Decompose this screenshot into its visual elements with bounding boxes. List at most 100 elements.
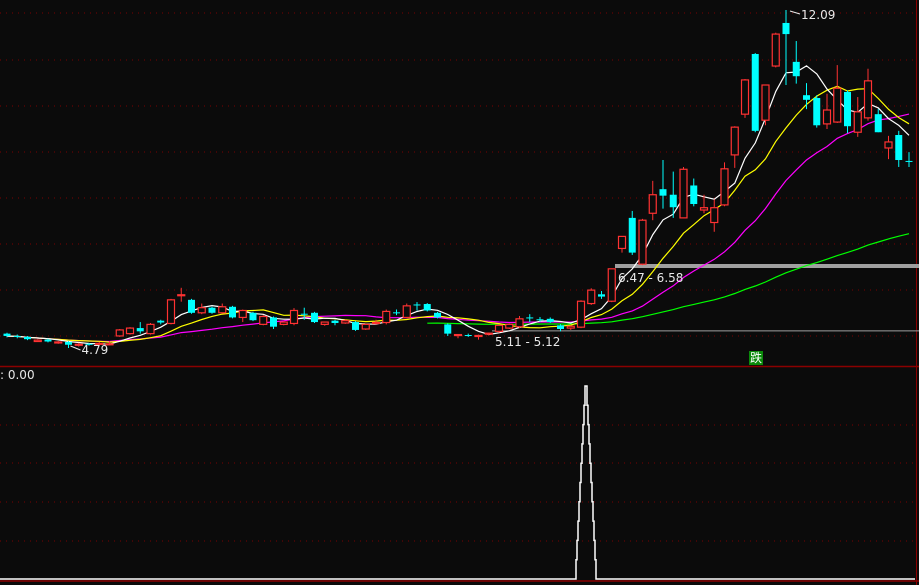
- candle-down: [300, 313, 308, 315]
- candle-up: [699, 207, 709, 211]
- candle-down: [136, 328, 144, 332]
- candle-up: [320, 321, 329, 325]
- upper-zone-label: 6.47 - 6.58: [618, 271, 683, 285]
- candle-up: [105, 343, 114, 346]
- candle-down: [423, 304, 431, 311]
- candle-down: [905, 160, 913, 162]
- indicator-spike-line: [0, 385, 915, 580]
- candle-down: [85, 343, 93, 345]
- candle-up: [166, 299, 176, 325]
- candle-up: [515, 318, 524, 328]
- candle-up: [730, 126, 739, 156]
- ma5-line: [6, 65, 910, 345]
- candle-down: [208, 307, 216, 313]
- low-arrow: [70, 345, 81, 351]
- candle-up: [54, 341, 63, 344]
- candle-up: [853, 111, 862, 133]
- candle-down: [751, 53, 759, 131]
- candle-down: [782, 22, 790, 35]
- candle-down: [3, 333, 11, 336]
- candle-down: [229, 306, 236, 318]
- high-price-label: 12.09: [801, 8, 835, 22]
- candle-up: [833, 87, 842, 123]
- candle-down: [65, 341, 72, 345]
- candle-up: [587, 289, 596, 305]
- candle-up: [505, 323, 514, 329]
- candle-up: [453, 333, 463, 337]
- candle-down: [557, 325, 564, 330]
- candle-up: [33, 339, 42, 343]
- high-arrow: [789, 10, 801, 15]
- candle-down: [690, 185, 698, 204]
- candle-down: [844, 91, 851, 127]
- candle-down: [813, 97, 821, 126]
- candle-down: [546, 318, 554, 323]
- candle-up: [576, 300, 586, 328]
- candle-down: [393, 312, 400, 314]
- candle-up: [146, 323, 155, 335]
- candle-down: [628, 217, 636, 253]
- ma20-line: [6, 113, 910, 343]
- candle-up: [648, 194, 657, 214]
- candle-up: [218, 306, 227, 314]
- candle-down: [434, 312, 441, 318]
- candle-down: [188, 299, 195, 313]
- candle-down: [792, 61, 800, 77]
- candle-up: [638, 219, 647, 265]
- candle-up: [474, 334, 483, 338]
- low-price-label: 4.79: [82, 343, 109, 357]
- candle-up: [720, 168, 729, 206]
- candle-down: [311, 312, 318, 323]
- candle-up: [197, 307, 206, 314]
- candle-down: [536, 319, 544, 321]
- candle-up: [177, 294, 186, 297]
- candle-up: [341, 320, 350, 324]
- candle-up: [361, 323, 370, 330]
- candle-down: [413, 304, 421, 306]
- candle-up: [279, 321, 288, 325]
- candle-down: [444, 324, 452, 334]
- candle-up: [566, 325, 575, 329]
- candle-down: [331, 320, 339, 323]
- candle-up: [740, 79, 750, 115]
- candle-down: [13, 335, 21, 337]
- candle-down: [157, 320, 165, 323]
- lower-zone-label: 5.11 - 5.12: [495, 335, 560, 349]
- indicator-value-label: : 0.00: [0, 368, 35, 382]
- candle-up: [371, 321, 381, 325]
- candle-up: [822, 109, 832, 125]
- ma10-line: [6, 85, 910, 343]
- candle-up: [484, 332, 493, 335]
- candle-down: [249, 312, 257, 321]
- candle-down: [669, 194, 677, 208]
- candle-down: [24, 336, 31, 340]
- candle-up: [289, 309, 299, 325]
- candle-up: [863, 80, 873, 119]
- candle-up: [95, 342, 104, 345]
- candle-down: [270, 317, 277, 327]
- candle-up: [617, 235, 627, 250]
- candle-down: [874, 114, 882, 133]
- candle-down: [895, 135, 903, 161]
- candle-up: [259, 315, 268, 325]
- candle-up: [494, 324, 504, 332]
- candle-down: [464, 335, 472, 337]
- candle-down: [44, 339, 52, 342]
- candle-down: [598, 294, 605, 297]
- candle-up: [238, 309, 247, 319]
- candle-up: [771, 33, 780, 67]
- candle-down: [659, 189, 667, 196]
- signal-badge-fall: 跌: [749, 351, 763, 365]
- candle-up: [125, 327, 135, 335]
- candle-up: [402, 305, 411, 319]
- candle-up: [74, 343, 83, 346]
- candle-up: [884, 141, 893, 149]
- candle-up: [761, 84, 770, 121]
- candle-up: [710, 207, 719, 224]
- candle-up: [382, 310, 391, 324]
- candle-down: [352, 322, 359, 330]
- candle-up: [607, 268, 616, 302]
- candle-down: [803, 95, 810, 100]
- candle-up: [679, 168, 688, 219]
- candle-up: [115, 329, 124, 337]
